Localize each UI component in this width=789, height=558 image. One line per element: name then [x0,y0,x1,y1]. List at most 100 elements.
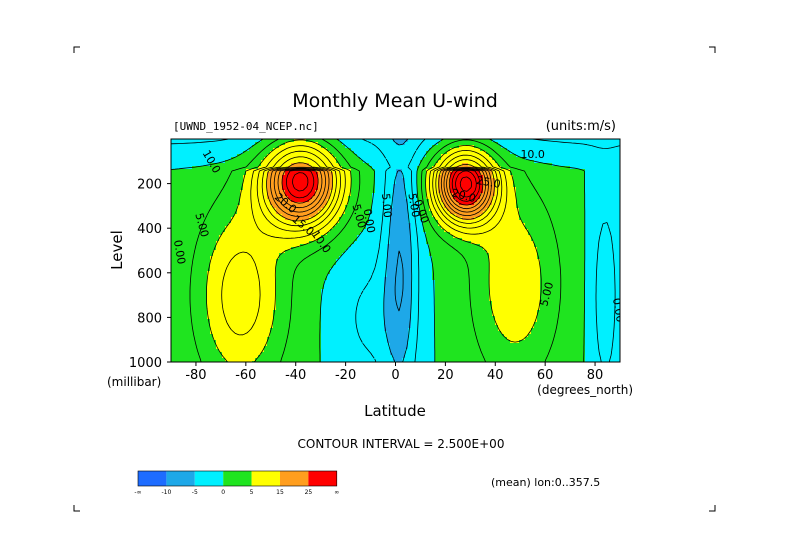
contour-cell [288,331,292,335]
contour-cell [288,202,292,206]
contour-cell [276,286,280,290]
contour-cell [171,301,175,305]
contour-cell [174,346,178,350]
contour-cell [255,313,259,317]
contour-cell [210,172,214,176]
contour-cell [327,259,331,263]
contour-cell [363,151,367,155]
contour-cell [216,283,220,287]
contour-cell [276,178,280,182]
contour-cell [228,178,232,182]
contour-cell [192,304,196,308]
contour-cell [189,316,193,320]
contour-cell [192,280,196,284]
contour-cell [204,160,208,164]
contour-cell [249,289,253,293]
contour-cell [357,214,361,218]
contour-cell [207,154,211,158]
contour-cell [300,253,304,257]
contour-cell [285,151,289,155]
contour-cell [240,304,244,308]
contour-cell [315,190,319,194]
contour-cell [231,163,235,167]
contour-cell [336,289,340,293]
contour-cell [252,289,256,293]
contour-cell [249,247,253,251]
contour-cell [270,169,274,173]
contour-cell [357,271,361,275]
contour-cell [171,193,175,197]
contour-cell [189,325,193,329]
contour-cell [276,187,280,191]
contour-cell [228,148,232,152]
contour-cell [222,292,226,296]
contour-cell [264,190,268,194]
contour-cell [189,256,193,260]
contour-cell [291,322,295,326]
contour-cell [216,322,220,326]
contour-cell [369,232,373,236]
contour-cell [174,256,178,260]
contour-cell [267,289,271,293]
contour-cell [228,238,232,242]
contour-cell [300,337,304,341]
contour-cell [216,343,220,347]
contour-cell [273,316,277,320]
contour-cell [243,319,247,323]
contour-cell [228,187,232,191]
contour-cell [321,328,325,332]
contour-cell [348,283,352,287]
contour-cell [189,247,193,251]
contour-cell [300,325,304,329]
contour-cell [243,331,247,335]
contour-cell [345,295,349,299]
contour-cell [345,274,349,278]
contour-cell [312,346,316,350]
contour-cell [300,175,304,179]
contour-cell [282,283,286,287]
contour-cell [177,286,181,290]
contour-cell [174,274,178,278]
contour-cell [225,214,229,218]
contour-cell [342,292,346,296]
contour-cell [258,259,262,263]
contour-cell [219,181,223,185]
contour-cell [366,235,370,239]
contour-cell [333,319,337,323]
contour-cell [294,244,298,248]
contour-cell [261,184,265,188]
contour-cell [228,268,232,272]
contour-cell [243,235,247,239]
contour-cell [342,199,346,203]
contour-cell [279,319,283,323]
contour-cell [333,187,337,191]
contour-cell [336,238,340,242]
contour-cell [339,283,343,287]
contour-cell [288,361,292,362]
contour-cell [288,355,292,359]
contour-cell [345,325,349,329]
contour-cell [261,271,265,275]
contour-cell [285,202,289,206]
contour-cell [228,289,232,293]
contour-cell [234,289,238,293]
contour-cell [201,235,205,239]
contour-cell [195,277,199,281]
contour-cell [276,331,280,335]
contour-cell [348,223,352,227]
contour-cell [174,295,178,299]
contour-cell [333,325,337,329]
contour-cell [291,328,295,332]
contour-cell [270,298,274,302]
contour-cell [282,235,286,239]
contour-cell [345,139,349,143]
contour-cell [258,331,262,335]
contour-cell [255,238,259,242]
contour-cell [366,313,370,317]
contour-cell [318,316,322,320]
contour-cell [258,238,262,242]
contour-cell [339,307,343,311]
contour-cell [180,304,184,308]
contour-cell [234,178,238,182]
contour-cell [300,292,304,296]
